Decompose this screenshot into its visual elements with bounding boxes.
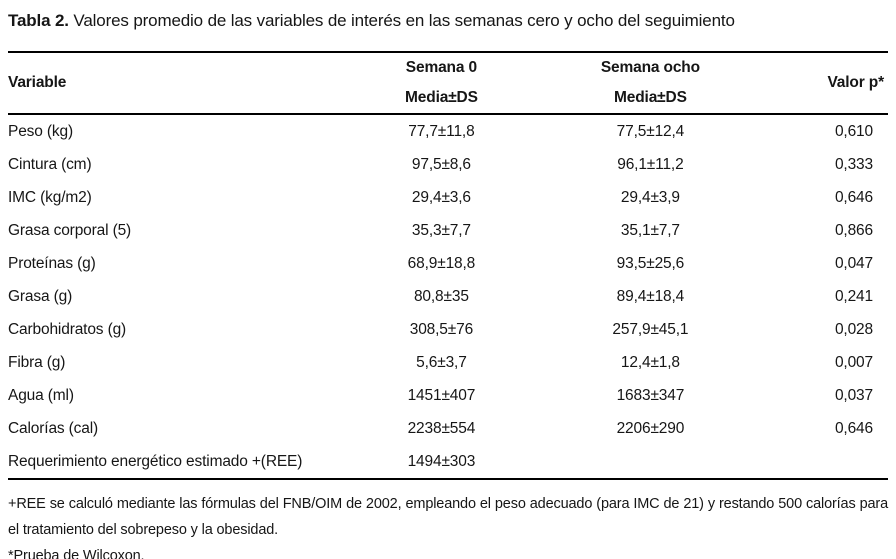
variable-cell: Peso (kg) [8, 122, 73, 140]
column-header-week0-title: Semana 0 [405, 59, 477, 76]
column-header-variable: Variable [8, 52, 338, 115]
table-row: Cintura (cm) 97,5±8,6 96,1±11,2 0,333 [8, 148, 888, 181]
table-title-text: Valores promedio de las variables de int… [68, 11, 735, 30]
table-row: Calorías (cal) 2238±554 2206±290 0,646 [8, 412, 888, 445]
variable-cell: Requerimiento energético estimado +(REE) [8, 452, 303, 470]
table-row: Fibra (g) 5,6±3,7 12,4±1,8 0,007 [8, 346, 888, 379]
week0-cell: 2238±554 [407, 419, 476, 437]
header-row: Variable Semana 0 Media±DS Semana ocho M… [8, 52, 888, 115]
column-header-week8: Semana ocho Media±DS [544, 52, 756, 115]
pvalue-cell: 0,646 [834, 188, 873, 206]
table-title-label: Tabla 2. [8, 11, 69, 30]
variable-cell: Grasa (g) [8, 287, 73, 305]
week8-cell: 12,4±1,8 [620, 353, 680, 371]
footnote-ree: +REE se calculó mediante las fórmulas de… [8, 496, 888, 538]
week0-cell: 308,5±76 [409, 320, 474, 338]
pvalue-cell: 0,047 [834, 254, 873, 272]
variable-cell: Fibra (g) [8, 353, 66, 371]
week0-cell: 1451±407 [407, 386, 476, 404]
week8-cell: 77,5±12,4 [616, 122, 685, 140]
pvalue-cell: 0,646 [834, 419, 873, 437]
variable-cell: IMC (kg/m2) [8, 188, 92, 206]
variable-cell: Cintura (cm) [8, 155, 92, 173]
pvalue-cell: 0,333 [834, 155, 873, 173]
week8-cell: 89,4±18,4 [616, 287, 685, 305]
week0-cell: 68,9±18,8 [407, 254, 476, 272]
variable-cell: Carbohidratos (g) [8, 320, 127, 338]
variable-cell: Calorías (cal) [8, 419, 99, 437]
week0-cell: 1494±303 [407, 452, 476, 470]
column-header-week0-subtitle: Media±DS [405, 89, 478, 106]
column-header-week0: Semana 0 Media±DS [338, 52, 545, 115]
week8-cell [545, 445, 756, 479]
pvalue-cell: 0,241 [834, 287, 873, 305]
variable-cell: Grasa corporal (5) [8, 221, 132, 239]
week8-cell: 35,1±7,7 [620, 221, 680, 239]
column-header-week8-title: Semana ocho [600, 59, 700, 76]
footnotes: +REE se calculó mediante las fórmulas de… [8, 491, 888, 559]
week0-cell: 77,7±11,8 [408, 122, 475, 140]
variable-cell: Proteínas (g) [8, 254, 96, 272]
pvalue-cell: 0,866 [834, 221, 873, 239]
week8-cell: 2206±290 [616, 419, 685, 437]
week8-cell: 96,1±11,2 [617, 155, 684, 173]
week0-cell: 5,6±3,7 [416, 353, 467, 371]
table-row: Carbohidratos (g) 308,5±76 257,9±45,1 0,… [8, 313, 888, 346]
table-row: Grasa corporal (5) 35,3±7,7 35,1±7,7 0,8… [8, 214, 888, 247]
results-table: Variable Semana 0 Media±DS Semana ocho M… [8, 51, 888, 480]
table-row: IMC (kg/m2) 29,4±3,6 29,4±3,9 0,646 [8, 181, 888, 214]
week0-cell: 97,5±8,6 [411, 155, 471, 173]
week8-cell: 1683±347 [616, 386, 685, 404]
table-row: Peso (kg) 77,7±11,8 77,5±12,4 0,610 [8, 114, 888, 148]
pvalue-cell: 0,028 [834, 320, 873, 338]
table-row: Requerimiento energético estimado +(REE)… [8, 445, 888, 479]
week0-cell: 35,3±7,7 [411, 221, 471, 239]
pvalue-cell: 0,037 [834, 386, 873, 404]
week0-cell: 29,4±3,6 [411, 188, 471, 206]
week8-cell: 29,4±3,9 [620, 188, 680, 206]
pvalue-cell: 0,007 [834, 353, 873, 371]
table-row: Agua (ml) 1451±407 1683±347 0,037 [8, 379, 888, 412]
column-header-pvalue: Valor p* [755, 52, 888, 115]
footnote-wilcoxon: *Prueba de Wilcoxon. [8, 548, 145, 559]
week8-cell: 257,9±45,1 [612, 320, 689, 338]
table-row: Proteínas (g) 68,9±18,8 93,5±25,6 0,047 [8, 247, 888, 280]
pvalue-cell: 0,610 [834, 122, 873, 140]
variable-cell: Agua (ml) [8, 386, 74, 404]
week0-cell: 80,8±35 [413, 287, 469, 305]
table-title: Tabla 2. Valores promedio de las variabl… [8, 9, 888, 32]
column-header-week8-subtitle: Media±DS [614, 89, 687, 106]
week8-cell: 93,5±25,6 [616, 254, 685, 272]
table-row: Grasa (g) 80,8±35 89,4±18,4 0,241 [8, 280, 888, 313]
pvalue-cell [756, 445, 888, 479]
